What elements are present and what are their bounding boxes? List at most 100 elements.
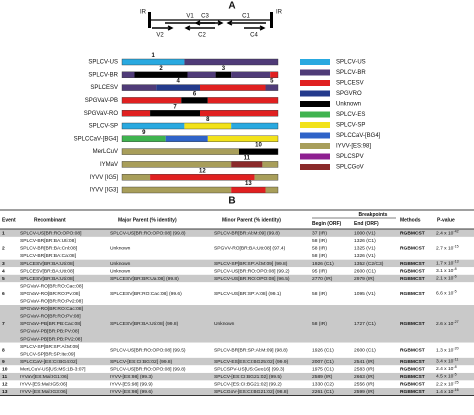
table-cell: 1: [2, 231, 5, 237]
table-cell: IYVV-[ES:98] (99.6): [110, 389, 153, 395]
legend-label: SPLCV-BR: [336, 70, 366, 76]
event-number: 1: [152, 53, 156, 59]
table-cell: RGBMCST: [400, 366, 425, 372]
table-cell: 3: [2, 261, 5, 267]
segment: [122, 71, 135, 78]
table-cell: 2979 (IR): [354, 276, 375, 282]
column-header: End (ORF): [354, 221, 379, 227]
p-value-base: 6.6 x 10: [436, 291, 454, 297]
row-shade: [0, 259, 474, 268]
table-cell: 2261 (C1): [312, 389, 334, 395]
p-value-base: 1.4 x 10: [436, 389, 454, 395]
genome-label: IYVV [IG3]: [90, 188, 119, 194]
table-cell: RGBMCST: [400, 231, 425, 237]
genome-outline: [121, 186, 279, 194]
orf-arrow: [244, 25, 266, 31]
p-value-exponent: -15: [453, 244, 458, 248]
segment: [239, 148, 278, 155]
table-cell: 2583 (IR): [354, 366, 375, 372]
p-value-exponent: -13: [453, 259, 458, 263]
orf-label: C3: [201, 14, 209, 20]
orf-arrow: [194, 20, 215, 26]
table-cell: 4: [2, 268, 5, 274]
table-cell: 1926 (C1): [312, 348, 334, 354]
p-value: 4.5 x 10-5: [436, 373, 457, 380]
table-cell: RGBMCST: [400, 291, 425, 297]
segment: [122, 97, 182, 104]
p-value-base: 2.2 x 10: [436, 382, 454, 388]
p-value: 3.1 x 10-8: [436, 267, 457, 274]
p-value-base: 3.1 x 10: [436, 268, 454, 274]
table-cell: SPLCV-US[BR:RO:OPO:08] (99.5): [110, 348, 186, 354]
table-cell: 1325 (V1): [354, 246, 376, 252]
p-value-exponent: -5: [453, 373, 456, 377]
genome-label: IYMaV: [100, 162, 118, 168]
genome-outline: [121, 58, 279, 66]
orf-label: IR: [140, 10, 147, 16]
segment: [184, 59, 278, 65]
segment: [134, 71, 188, 78]
table-cell: 37 (IR): [312, 231, 327, 237]
p-value: 2.1 x 10-6: [436, 275, 457, 282]
table-cell: 1352 (C2/C3): [354, 261, 384, 267]
table-cell: 58 (IR): [312, 246, 327, 252]
legend-swatch: [300, 143, 330, 149]
table-cell: MerLCuV-US[US:MS:1B-3:07]: [20, 366, 86, 372]
segment: [231, 123, 278, 129]
event-number: 5: [270, 79, 274, 85]
row-shade: [0, 229, 474, 238]
table-cell: 58 (IR): [312, 253, 327, 259]
event-number: 2: [159, 66, 163, 72]
table-cell: RGBMCST: [400, 321, 425, 327]
genome-label: MerLCuV: [93, 149, 118, 155]
table-cell: SPLCSPV-US[US:Geo16] (99.3): [214, 366, 285, 372]
event-number: 13: [245, 181, 252, 187]
table-cell: 10: [2, 366, 8, 372]
legend-label: SPLCESV: [336, 81, 364, 87]
table-cell: 1326 (V1): [354, 253, 376, 259]
table-cell: SPGVaV-PB[BR:PB:Cac:08]: [20, 321, 82, 327]
table-cell: SPLCV-ES[ES:CI:BG25:02] (99.9): [214, 359, 289, 365]
table-cell: SPGVV-RO[BR:BA:Uti:08] (97.4): [214, 246, 286, 252]
p-value-exponent: -8: [453, 365, 456, 369]
table-cell: SPLCGoV-[ES:CI:BG21:02] (98.8): [214, 389, 289, 395]
legend-label: Unknown: [336, 102, 361, 108]
event-number: 9: [142, 130, 146, 136]
p-value-base: 1.3 x 10: [436, 348, 454, 354]
segment: [187, 71, 216, 78]
table-cell: SPLCV-SP[BR:SP:Ite:09]: [20, 351, 76, 357]
p-value-base: 3.4 x 10: [436, 359, 454, 365]
table-cell: SPLCESV[BR:BA:Uti:08]: [20, 276, 75, 282]
segment: [200, 110, 278, 117]
column-header: Begin (ORF): [312, 221, 341, 227]
column-header: P-value: [437, 217, 455, 223]
legend-label: SPLCSPV: [336, 154, 364, 160]
table-cell: RGBMCST: [400, 276, 425, 282]
table-cell: SPLCV-US[BR:RO:OPO:08] (99.8): [110, 366, 186, 372]
p-value-exponent: -16: [453, 388, 458, 392]
column-header: Recombinant: [34, 217, 66, 223]
segment: [122, 174, 151, 181]
orf-label: V2: [156, 33, 164, 39]
column-header: Minor Parent (% identity): [222, 217, 281, 223]
segment: [122, 59, 185, 65]
legend-label: IYVV-[ES:98]: [336, 144, 371, 150]
table-cell: 2770 (IR): [312, 276, 333, 282]
table-cell: SPGVaV-RO[BR:RO:PV:08]: [20, 314, 81, 320]
segment: [122, 123, 185, 129]
table-cell: SPLCESV[BR:BA:Uti:08] (99.8): [110, 321, 179, 327]
table-cell: SPLCV-SP[BR:SP:Al:M:09]: [20, 344, 80, 350]
p-value: 2.4 x 10-8: [436, 365, 457, 372]
table-cell: 2556 (IR): [354, 382, 375, 388]
p-value-base: 2.7 x 10: [436, 246, 454, 252]
table-cell: SPLCV-SP[BR:SP:Al:M:09] (99.8): [214, 261, 288, 267]
event-number: 4: [176, 79, 180, 85]
table-cell: SPGVaV-RO[BR:RO:Pv2:08]: [20, 299, 83, 305]
table-cell: IYVaV[ES:Mal:IG1:06]: [20, 374, 69, 380]
table-cell: SPLCV-US[BR:RO:OPO:08] (99.8): [110, 231, 186, 237]
table-cell: 1727 (C1): [354, 321, 376, 327]
genome-outline: [121, 135, 279, 143]
table-cell: SPLCV-US[BR:RO:OPO:08] (99.2): [214, 268, 290, 274]
orf-label: IR: [276, 10, 283, 16]
segment: [231, 161, 263, 168]
